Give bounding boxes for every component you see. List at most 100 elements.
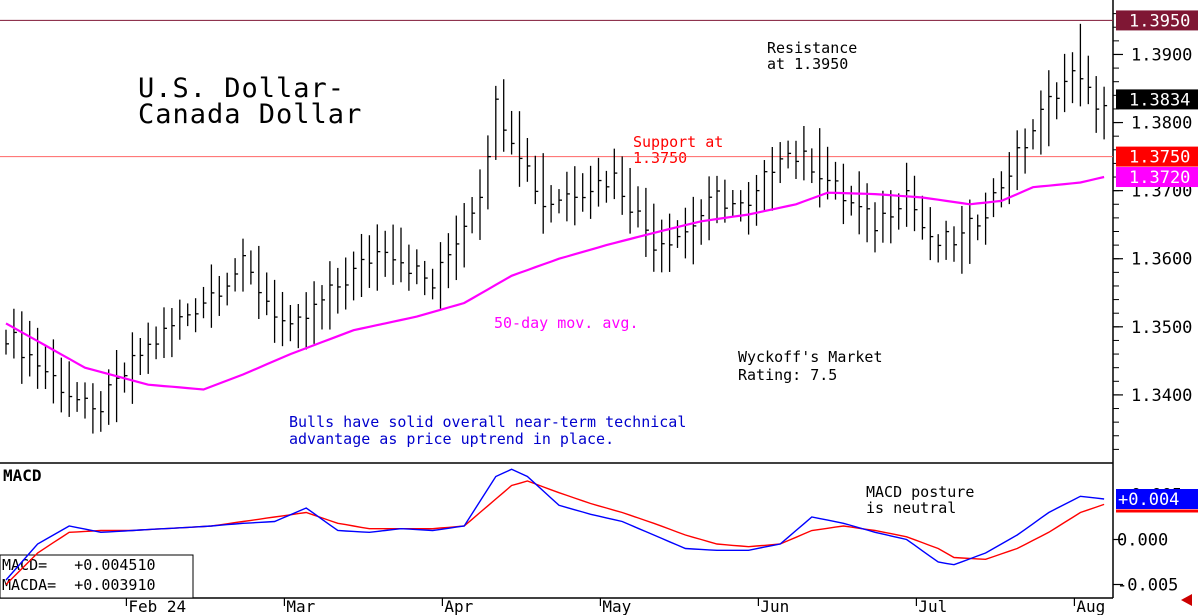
price-bar-118: [937, 234, 942, 263]
price-bar-50: [400, 227, 404, 283]
price-bar-66: [526, 137, 531, 182]
ma-50-line: [5, 175, 1105, 391]
price-bar-137: [1087, 55, 1092, 105]
macda-readout: MACDA= +0.003910: [2, 576, 156, 594]
price-bar-49: [392, 224, 397, 285]
price-bar-135: [1071, 52, 1076, 104]
price-bar-97: [771, 146, 776, 211]
price-bar-47: [376, 224, 381, 291]
price-bar-11: [92, 383, 96, 434]
price-bar-92: [732, 190, 736, 217]
price-bar-2: [21, 311, 25, 384]
price-bar-61: [487, 135, 491, 210]
price-bar-65: [518, 111, 523, 187]
price-bar-46: [368, 235, 373, 288]
price-bar-100: [795, 140, 799, 179]
price-bar-91: [724, 179, 728, 223]
price-bar-4: [36, 327, 41, 389]
support-annotation-2: 1.3750: [633, 149, 687, 167]
price-tick-label: 1.3800: [1131, 114, 1192, 134]
price-bar-36: [289, 304, 294, 342]
price-bar-94: [747, 182, 752, 235]
price-tag-label-3: 1.3720: [1129, 168, 1190, 188]
price-bar-107: [850, 185, 855, 216]
price-bar-56: [447, 233, 452, 289]
price-bar-33: [266, 272, 270, 316]
price-bar-82: [653, 203, 657, 272]
price-bar-22: [179, 299, 183, 340]
price-bar-69: [550, 185, 555, 223]
price-bar-5: [44, 345, 49, 390]
price-bar-32: [258, 245, 262, 319]
price-bar-124: [984, 192, 989, 245]
macd-tick-label: 0.000: [1117, 531, 1168, 551]
price-bar-28: [226, 272, 231, 306]
price-tick-label: 1.3900: [1131, 45, 1192, 65]
price-bar-122: [969, 199, 973, 264]
price-bar-73: [582, 173, 586, 212]
price-bar-58: [463, 203, 468, 268]
macd-annotation-2: is neutral: [866, 499, 956, 517]
price-bar-68: [542, 153, 547, 234]
price-bar-13: [108, 369, 112, 425]
price-bar-44: [352, 251, 357, 301]
price-bar-26: [210, 264, 215, 328]
price-bar-45: [360, 233, 365, 298]
price-bar-41: [329, 261, 333, 330]
price-bar-62: [495, 85, 499, 160]
price-bar-72: [574, 166, 578, 226]
price-bar-53: [424, 260, 428, 296]
price-bar-51: [408, 244, 412, 291]
month-label: Aug: [1076, 597, 1105, 615]
price-tick-label: 1.3500: [1131, 318, 1192, 338]
month-label: May: [602, 597, 631, 615]
price-bar-75: [597, 157, 602, 207]
price-bar-18: [147, 322, 152, 374]
price-bar-128: [1016, 130, 1021, 191]
price-tag-2: [1116, 146, 1198, 167]
price-bar-138: [1095, 76, 1100, 133]
price-bar-12: [100, 391, 104, 432]
month-label: Mar: [286, 597, 315, 615]
price-bar-111: [882, 190, 886, 243]
scroll-left-arrow-icon[interactable]: [1181, 594, 1192, 606]
price-bar-40: [321, 285, 325, 330]
price-bar-34: [273, 279, 278, 343]
price-tag-label-0: 1.3950: [1129, 11, 1190, 31]
price-bar-132: [1048, 70, 1052, 147]
price-tick-label: 1.3400: [1131, 386, 1192, 406]
macd-line: [5, 468, 1105, 581]
price-bar-21: [171, 308, 175, 358]
price-tag-label-2: 1.3750: [1129, 148, 1190, 168]
price-bar-60: [479, 169, 483, 240]
price-bar-115: [913, 175, 918, 232]
price-bar-119: [945, 220, 950, 260]
wyckoff-rating-1: Wyckoff's Market: [738, 348, 883, 366]
price-bar-64: [510, 110, 515, 155]
price-bar-110: [874, 202, 878, 253]
resistance-annotation-1: Resistance: [767, 39, 857, 57]
macd-tag-0: [1116, 489, 1198, 509]
price-bar-24: [194, 298, 199, 333]
price-bar-113: [898, 193, 902, 230]
price-bar-85: [676, 220, 681, 248]
price-bar-93: [740, 190, 744, 222]
support-annotation-1: Support at: [633, 133, 723, 151]
price-bar-83: [661, 219, 665, 273]
price-bar-84: [668, 213, 673, 272]
resistance-annotation-2: at 1.3950: [767, 55, 848, 73]
macd-readout-box: [0, 554, 194, 599]
price-bar-57: [455, 215, 460, 281]
price-bar-6: [52, 339, 57, 404]
price-bar-139: [1103, 86, 1108, 140]
ma-label: 50-day mov. avg.: [494, 314, 639, 332]
macd-annotation-1: MACD posture: [866, 483, 974, 501]
price-bar-25: [202, 286, 207, 319]
price-bar-20: [163, 307, 167, 359]
price-bar-76: [605, 170, 610, 203]
price-bar-125: [992, 178, 997, 218]
price-tag-0: [1116, 10, 1198, 31]
macd-readout: MACD= +0.004510: [2, 556, 156, 574]
price-bar-133: [1056, 82, 1060, 120]
macd-panel-title: MACD: [3, 466, 42, 485]
